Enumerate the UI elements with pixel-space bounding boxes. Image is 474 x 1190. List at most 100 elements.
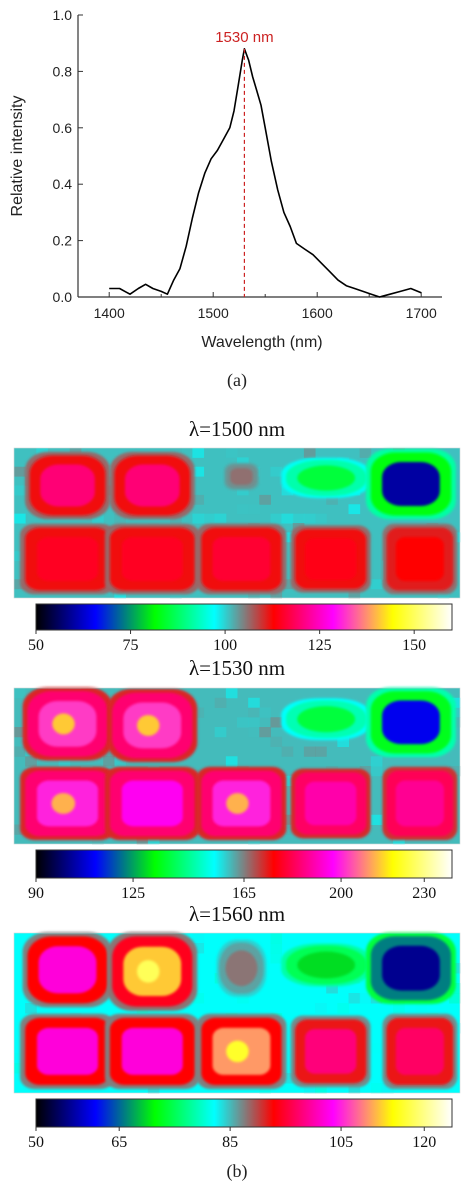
heatmap-texture-cell [203, 513, 216, 524]
heatmap-blob-core [38, 946, 97, 994]
heatmap-texture-cell [192, 494, 205, 505]
heatmap-1: λ=1500 nm 50 75 100 125 150 [13, 417, 461, 654]
heatmap-texture-cell [303, 513, 316, 524]
heatmap-hotspot [52, 713, 75, 735]
heatmap-texture-cell [114, 756, 126, 767]
heatmap-texture-cell [14, 485, 26, 496]
heatmap-texture-cell [281, 775, 294, 786]
heatmap-texture-cell [348, 993, 361, 1004]
heatmap-texture-cell [14, 746, 26, 757]
heatmap-texture-cell [248, 697, 260, 708]
heatmap-texture-cell [192, 933, 205, 944]
heatmap-blob-core [225, 950, 258, 987]
heatmap-texture-cell [359, 943, 372, 954]
heatmap-hotspot [226, 1040, 249, 1063]
heatmap-texture-cell [359, 993, 372, 1004]
heatmap-texture-cell [270, 953, 283, 964]
heatmap-texture-cell [225, 448, 238, 458]
colorbar-tick-label: 120 [412, 1134, 436, 1151]
heatmap-texture-cell [58, 756, 71, 767]
heatmap-texture-cell [14, 513, 26, 524]
heatmap-texture-cell [303, 448, 316, 458]
heatmap-texture-cell [237, 504, 249, 515]
heatmap-texture-cell [237, 457, 249, 468]
heatmap-frame [13, 447, 461, 599]
heatmap-blob-core [297, 706, 356, 733]
heatmap-blob-core [124, 464, 180, 507]
heatmap-texture-cell [248, 717, 260, 728]
heatmap-texture-cell [270, 943, 283, 954]
heatmap-frame [13, 687, 461, 845]
heatmap-blob-core [37, 536, 99, 582]
heatmap-texture-cell [415, 1003, 428, 1014]
heatmap-texture-cell [14, 551, 26, 561]
y-tick-label: 0.0 [53, 289, 73, 305]
heatmap-texture-cell [192, 448, 205, 458]
heatmap-texture-cell [281, 824, 294, 835]
y-tick-label: 0.4 [53, 176, 73, 192]
heatmap-texture-cell [326, 983, 338, 994]
heatmap-hotspot [51, 792, 76, 814]
heatmap-3: λ=1560 nm 50 65 85 105 120 [13, 902, 461, 1151]
heatmap-texture-cell [237, 993, 249, 1004]
heatmap-hotspot [137, 714, 160, 736]
colorbar-tick-label: 200 [329, 885, 353, 902]
colorbar-tick-label: 150 [402, 637, 426, 654]
panel-b-caption: (b) [227, 1161, 248, 1182]
spectrum-chart: 0.0 0.2 0.4 0.6 0.8 1.0 1400 1500 1600 1700 1530 … [9, 7, 442, 391]
colorbar-tick-label: 50 [28, 1134, 44, 1151]
heatmap-texture-cell [103, 756, 115, 767]
colorbar-tick-label: 90 [28, 885, 44, 902]
colorbar-tick-label: 50 [28, 637, 44, 654]
colorbar [35, 1098, 453, 1128]
heatmap-texture-cell [370, 1083, 383, 1094]
heatmap-texture-cell [192, 513, 205, 524]
heatmap-texture-cell [237, 485, 249, 496]
heatmap-frame [13, 932, 461, 1094]
colorbar-tick-label: 65 [111, 1134, 127, 1151]
heatmap-texture-cell [225, 756, 238, 767]
heatmap-texture-cell [25, 756, 37, 767]
heatmap-texture-cell [348, 504, 361, 515]
heatmap-blob-core [297, 951, 356, 979]
heatmap-texture-cell [292, 513, 305, 524]
heatmap-texture-cell [270, 736, 283, 747]
heatmap-texture-cell [281, 814, 294, 825]
heatmap-hotspot [137, 960, 160, 983]
heatmap-texture-cell [14, 824, 26, 835]
heatmap-blob-core [121, 780, 183, 827]
heatmap-texture-cell [315, 513, 327, 524]
heatmap-blob-core [40, 464, 95, 507]
heatmap-texture-cell [393, 1003, 405, 1014]
heatmap-texture-cell [270, 466, 283, 477]
heatmap-texture-cell [248, 727, 260, 738]
heatmap-texture-cell [114, 513, 126, 524]
heatmap-blob-core [395, 1027, 444, 1075]
heatmap-blob-core [382, 461, 440, 507]
heatmap-blob-core [121, 1027, 183, 1075]
heatmap-title: λ=1530 nm [189, 656, 285, 680]
heatmap-texture-cell [92, 513, 104, 524]
heatmap-blob-core [37, 1027, 99, 1075]
y-tick-label: 0.6 [53, 120, 73, 136]
colorbar-tick-label: 85 [222, 1134, 238, 1151]
colorbar-tick-label: 100 [213, 637, 237, 654]
heatmap-texture-cell [281, 513, 294, 524]
x-tick-label: 1700 [406, 305, 437, 321]
heatmap-texture-cell [270, 933, 283, 944]
heatmap-texture-cell [303, 1083, 316, 1094]
colorbar-tick-label: 165 [232, 885, 256, 902]
colorbar-tick-label: 75 [123, 637, 139, 654]
heatmap-texture-cell [214, 727, 227, 738]
heatmap-texture-cell [370, 1043, 383, 1054]
heatmap-texture-cell [315, 1083, 327, 1094]
heatmap-texture-cell [14, 1053, 26, 1064]
colorbar-tick-label: 105 [329, 1134, 353, 1151]
heatmap-blob-core [121, 536, 183, 582]
heatmap-title: λ=1560 nm [189, 902, 285, 926]
heatmap-texture-cell [25, 1003, 37, 1014]
heatmap-texture-cell [337, 1003, 349, 1014]
heatmap-texture-cell [14, 579, 26, 590]
